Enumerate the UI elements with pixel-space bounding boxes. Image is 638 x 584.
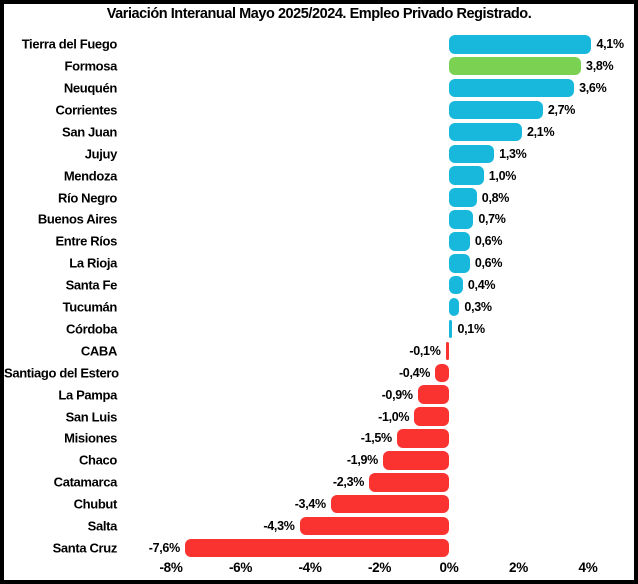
- category-label: CABA: [80, 343, 118, 359]
- category-label: Salta: [87, 518, 118, 534]
- category-label: Formosa: [64, 58, 118, 74]
- value-label: 0,6%: [474, 234, 503, 249]
- category-label: Neuquén: [63, 80, 118, 96]
- category-label: Córdoba: [66, 321, 117, 337]
- category-label: Santa Cruz: [52, 540, 118, 556]
- value-label: -3,4%: [294, 497, 326, 512]
- bar: [449, 78, 575, 98]
- value-label: 2,7%: [547, 102, 576, 117]
- x-axis-tick-label: -4%: [298, 560, 322, 575]
- bar: [184, 538, 449, 558]
- value-label: 2,1%: [526, 124, 555, 139]
- bar: [449, 166, 484, 185]
- value-label: 0,8%: [481, 190, 510, 205]
- chart-title: Variación Interanual Mayo 2025/2024. Emp…: [106, 6, 532, 22]
- value-label: -0,1%: [409, 343, 441, 358]
- x-axis-tick-label: 4%: [578, 560, 598, 575]
- value-label: -0,9%: [381, 387, 413, 402]
- category-label: Santiago del Estero: [4, 365, 119, 381]
- category-label: San Juan: [62, 124, 117, 140]
- value-label: 0,3%: [464, 300, 492, 315]
- value-label: -0,4%: [398, 365, 431, 380]
- value-label: 0,4%: [467, 278, 496, 293]
- bar: [449, 319, 453, 339]
- value-label: -1,0%: [378, 409, 410, 424]
- bar: [449, 35, 592, 54]
- category-label: Chaco: [79, 452, 117, 468]
- bar: [449, 144, 495, 163]
- value-label: -1,9%: [346, 453, 378, 468]
- category-label: Río Negro: [58, 190, 117, 206]
- x-axis-tick-label: -2%: [367, 560, 392, 575]
- value-label: -1,5%: [360, 431, 392, 446]
- value-label: 0,6%: [474, 256, 503, 271]
- bar: [449, 254, 470, 273]
- x-axis-tick-label: -8%: [159, 560, 183, 575]
- x-axis-tick-label: -6%: [228, 560, 253, 575]
- category-label: Jujuy: [84, 146, 118, 162]
- category-label: Entre Ríos: [55, 233, 117, 249]
- category-label: Misiones: [64, 430, 117, 446]
- value-label: 0,1%: [457, 321, 485, 336]
- bar: [330, 494, 449, 514]
- value-label: 3,8%: [586, 59, 614, 74]
- value-label: 4,1%: [596, 37, 624, 52]
- category-label: Chubut: [73, 496, 118, 512]
- category-label: Tierra del Fuego: [21, 36, 118, 52]
- bar: [449, 297, 460, 317]
- category-label: Tucumán: [62, 299, 118, 315]
- bar: [445, 341, 449, 361]
- category-label: Buenos Aires: [37, 211, 117, 227]
- bar: [369, 473, 449, 492]
- value-label: -2,3%: [332, 475, 365, 490]
- bar: [435, 363, 449, 382]
- bar: [396, 429, 449, 448]
- bar: [299, 516, 449, 536]
- value-label: -7,6%: [148, 540, 180, 555]
- x-axis-tick-label: 2%: [509, 560, 528, 575]
- bar: [449, 275, 463, 295]
- value-label: 3,6%: [579, 81, 607, 96]
- bar: [449, 188, 477, 207]
- bar: [449, 210, 474, 229]
- bar: [417, 385, 449, 404]
- bar: [382, 451, 449, 470]
- category-label: San Luis: [65, 409, 118, 425]
- category-label: Santa Fe: [65, 277, 118, 293]
- category-label: Catamarca: [53, 474, 118, 490]
- bar: [449, 56, 582, 76]
- bar: [449, 122, 522, 142]
- x-axis-tick-label: 0%: [439, 560, 459, 575]
- value-label: -4,3%: [263, 519, 295, 534]
- bar: [449, 100, 543, 120]
- value-label: 1,3%: [499, 146, 527, 161]
- plot-area: Tierra del Fuego 4,1% Formosa 3,8% Neuquén 3,…: [4, 4, 634, 580]
- category-label: Corrientes: [55, 102, 117, 118]
- category-label: Mendoza: [63, 168, 118, 184]
- category-label: La Pampa: [58, 387, 117, 403]
- category-label: La Rioja: [69, 255, 117, 271]
- bar: [449, 232, 470, 251]
- bar: [414, 407, 449, 426]
- value-label: 0,7%: [478, 212, 506, 227]
- value-label: 1,0%: [488, 168, 517, 183]
